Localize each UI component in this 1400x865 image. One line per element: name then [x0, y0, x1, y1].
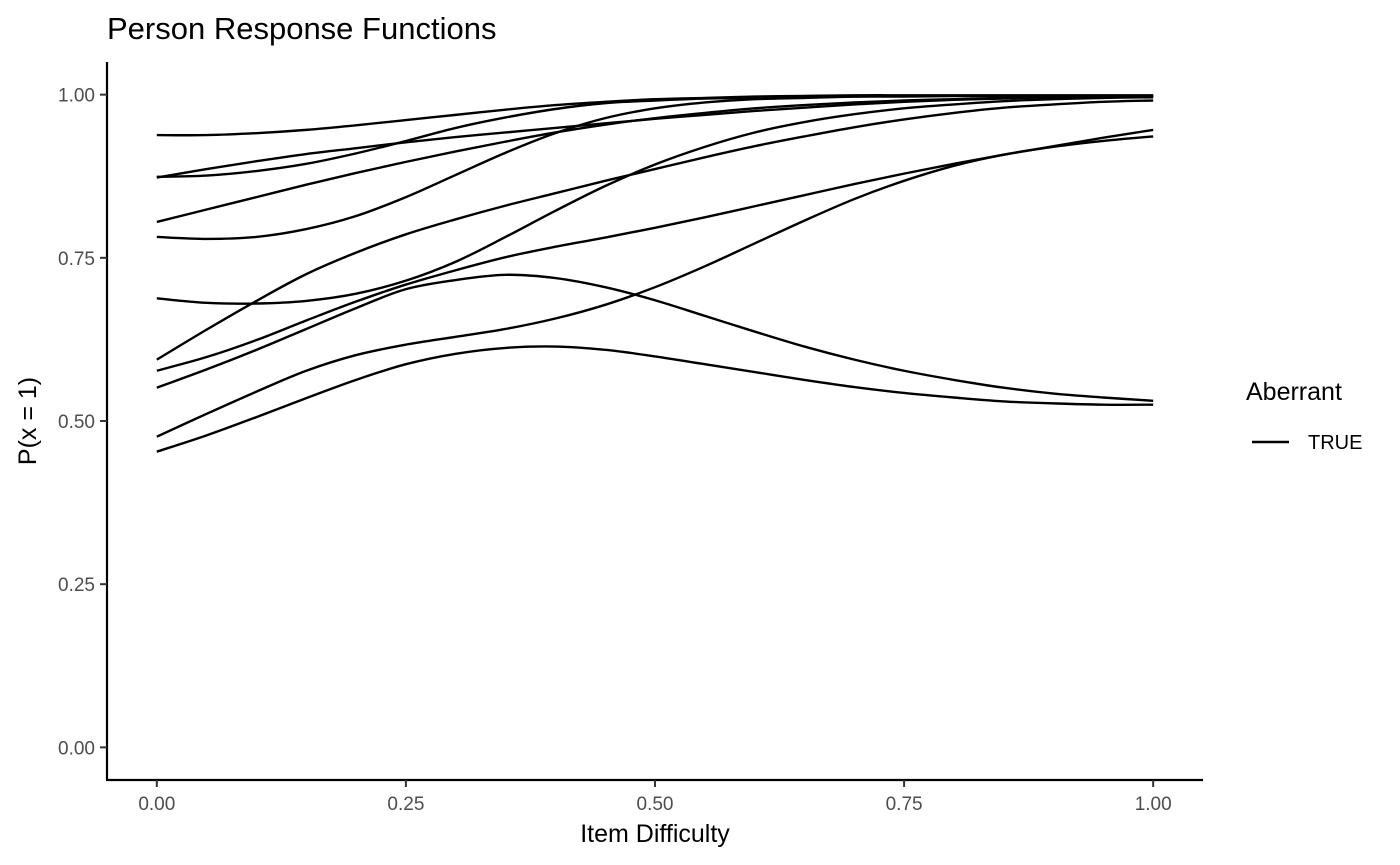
y-tick-label: 0.50: [58, 412, 95, 433]
person-response-line-7: [156, 96, 1154, 305]
x-tick-label: 0.50: [637, 794, 674, 815]
x-tick-label: 0.75: [886, 794, 923, 815]
y-axis-ticks: 0.00 0.25 0.50 0.75 1.00: [58, 86, 107, 759]
x-axis-title: Item Difficulty: [580, 820, 730, 848]
y-tick-label: 0.75: [58, 249, 95, 270]
legend-label-true: TRUE: [1308, 432, 1362, 454]
y-axis-title: P(x = 1): [14, 377, 42, 465]
y-tick-label: 0.25: [58, 575, 95, 596]
legend: Aberrant TRUE: [1246, 378, 1362, 454]
series-layer: [156, 94, 1154, 453]
person-response-line-5: [156, 94, 1154, 241]
y-tick-label: 1.00: [58, 86, 95, 107]
x-tick-label: 1.00: [1135, 794, 1172, 815]
x-tick-label: 0.00: [138, 794, 175, 815]
person-response-line-9: [156, 273, 1154, 402]
person-response-line-6: [156, 99, 1154, 361]
person-response-line-10: [156, 135, 1154, 438]
person-response-line-11: [156, 345, 1154, 453]
x-tick-label: 0.25: [387, 794, 424, 815]
person-response-line-8: [156, 128, 1154, 372]
x-axis-ticks: 0.00 0.25 0.50 0.75 1.00: [138, 780, 1172, 815]
y-tick-label: 0.00: [58, 738, 95, 759]
person-response-line-4: [156, 94, 1154, 224]
chart-title: Person Response Functions: [107, 11, 496, 46]
legend-title: Aberrant: [1246, 378, 1342, 406]
